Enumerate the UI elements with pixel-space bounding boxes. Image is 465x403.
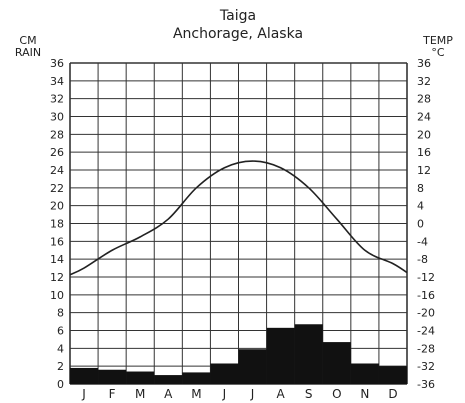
rain-bar [350, 363, 379, 384]
rain-bar [266, 327, 295, 384]
rain-bar [182, 372, 211, 384]
grid [69, 62, 408, 385]
right-tick-label: -16 [417, 289, 435, 302]
chart-subtitle: Anchorage, Alaska [173, 26, 303, 42]
rain-bar [70, 367, 99, 384]
month-label: F [109, 387, 116, 401]
left-tick-label: 28 [50, 128, 64, 141]
right-tick-label: 16 [417, 146, 431, 159]
rain-bar [378, 366, 407, 384]
right-tick-label: -12 [417, 271, 435, 284]
right-axis-ticks: 36 32 28 24 20 16 12 8 4 0 -4 -8 -12 -16 -20 -24 -28 -32 -… [417, 57, 435, 391]
month-label: A [164, 387, 173, 401]
left-tick-label: 16 [50, 235, 64, 248]
rain-bar [98, 369, 127, 384]
left-tick-label: 18 [50, 218, 64, 231]
right-tick-label: 0 [417, 218, 424, 231]
month-label: J [81, 387, 86, 401]
right-axis-label-line-2: °C [431, 46, 445, 59]
left-tick-label: 22 [50, 182, 64, 195]
left-tick-label: 36 [50, 57, 64, 70]
rain-bar [294, 324, 323, 384]
right-tick-label: -20 [417, 307, 435, 320]
left-tick-label: 32 [50, 93, 64, 106]
right-tick-label: -36 [417, 378, 435, 391]
month-label: J [250, 387, 255, 401]
left-tick-label: 12 [50, 271, 64, 284]
right-tick-label: -8 [417, 253, 428, 266]
right-tick-label: -32 [417, 360, 435, 373]
month-label: M [135, 387, 145, 401]
right-tick-label: 12 [417, 164, 431, 177]
right-tick-label: 28 [417, 93, 431, 106]
right-tick-label: 36 [417, 57, 431, 70]
temperature-line [69, 160, 408, 276]
rain-bar [126, 371, 155, 384]
left-tick-label: 30 [50, 111, 64, 124]
month-label: J [222, 387, 227, 401]
temperature-series-line [69, 160, 408, 276]
left-axis-label-line-2: RAIN [15, 46, 41, 59]
left-tick-label: 20 [50, 200, 64, 213]
rain-bar [154, 375, 183, 384]
left-tick-label: 6 [57, 325, 64, 338]
month-label: N [360, 387, 369, 401]
chart-title: Taiga [219, 8, 256, 24]
left-axis-label-line-1: CM [19, 34, 36, 47]
left-tick-label: 2 [57, 360, 64, 373]
month-label: D [388, 387, 397, 401]
right-tick-label: 8 [417, 182, 424, 195]
left-tick-label: 8 [57, 307, 64, 320]
left-tick-label: 26 [50, 146, 64, 159]
left-tick-label: 34 [50, 75, 64, 88]
right-tick-label: 4 [417, 200, 424, 213]
rain-bar [238, 349, 267, 384]
left-tick-label: 4 [57, 342, 64, 355]
left-tick-label: 24 [50, 164, 64, 177]
right-tick-label: -4 [417, 235, 428, 248]
right-tick-label: -28 [417, 342, 435, 355]
left-tick-label: 14 [50, 253, 64, 266]
left-tick-label: 10 [50, 289, 64, 302]
right-tick-label: 32 [417, 75, 431, 88]
rain-bars [70, 324, 407, 384]
month-label: S [305, 387, 313, 401]
right-axis-label-line-1: TEMP [422, 34, 453, 47]
month-label: M [191, 387, 201, 401]
month-label: O [332, 387, 341, 401]
rain-bar [210, 363, 239, 384]
left-tick-label: 0 [57, 378, 64, 391]
right-tick-label: -24 [417, 325, 435, 338]
month-label: A [277, 387, 286, 401]
right-tick-label: 20 [417, 128, 431, 141]
right-tick-label: 24 [417, 111, 431, 124]
rain-bar [322, 342, 351, 384]
